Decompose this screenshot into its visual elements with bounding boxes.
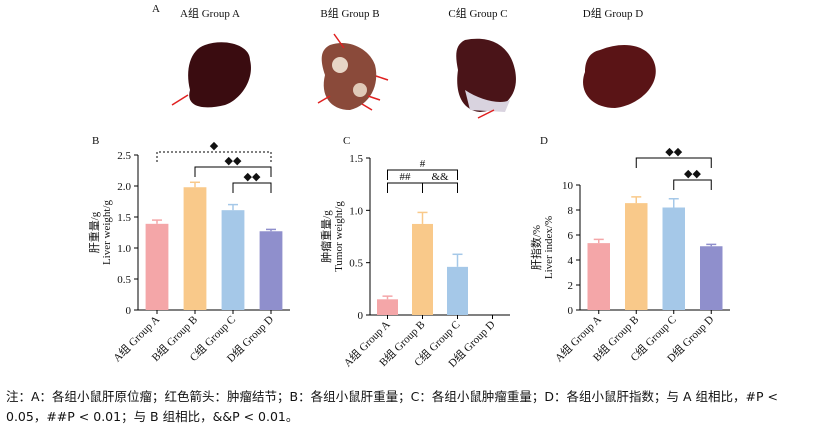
significance-label: && [431,171,449,183]
bar [183,187,207,310]
y-tick-label: 0.5 [117,274,131,286]
bar [221,210,245,310]
group-label: C组 Group C [448,6,507,20]
y-tick-label: 0 [126,305,132,317]
panel-label: C [343,135,350,147]
bar [662,207,685,310]
significance-label: ◆◆ [244,171,261,183]
bar [447,266,468,315]
significance-bracket [635,157,712,168]
y-axis-label: 肝重量/g [87,211,101,253]
bar [700,246,723,310]
significance-bracket [387,169,458,180]
caption: 注：A：各组小鼠肝原位瘤；红色箭头：肿瘤结节；B：各组小鼠肝重量；C：各组小鼠肿… [6,389,778,424]
y-tick-label: 2 [568,280,574,292]
significance-bracket [156,151,272,162]
significance-bracket [387,182,423,193]
figure: A A组 Group A B组 Group B C组 Group C D组 Group… [87,3,730,370]
y-tick-label: 1.0 [349,205,363,217]
significance-label: ◆◆ [225,155,242,167]
panel-label: D [540,135,548,147]
y-tick-label: 10 [562,180,574,192]
y-tick-label: 8 [568,205,574,217]
y-axis-label: Liver weight/g [101,199,113,265]
group-label: B组 Group B [320,6,379,20]
y-axis-label: 肝指数/% [529,225,543,270]
y-axis-label: 肿瘤重量/g [319,210,333,263]
y-axis-label: Liver index/% [543,216,555,279]
y-axis-label: Tumor weight/g [333,201,345,272]
y-tick-label: 1.5 [117,212,131,224]
y-tick-label: 6 [568,230,574,242]
bar [625,203,648,310]
significance-label: # [420,158,426,170]
significance-bracket [422,182,458,193]
bar [587,243,610,310]
group-label: A组 Group A [180,6,240,20]
y-tick-label: 2.5 [117,150,131,162]
y-tick-label: 0.5 [349,258,363,270]
significance-label: ◆ [210,140,219,152]
bar [259,231,283,310]
y-tick-label: 0 [358,310,364,322]
y-tick-label: 4 [568,255,574,267]
panel-label: B [92,135,99,147]
liver-photos [171,33,656,119]
group-label: D组 Group D [583,6,644,20]
significance-bracket [232,182,272,193]
bar [377,299,398,315]
significance-label: ◆◆ [684,168,701,180]
significance-bracket [673,179,712,190]
significance-bracket [194,166,272,177]
y-tick-label: 2.0 [117,181,131,193]
panel-label: A [152,3,160,15]
bar [145,223,169,310]
significance-label: ◆◆ [665,146,682,158]
bar [412,223,433,315]
y-tick-label: 0 [568,305,574,317]
y-tick-label: 1.5 [349,153,363,165]
significance-label: ## [400,171,412,183]
y-tick-label: 1.0 [117,243,131,255]
